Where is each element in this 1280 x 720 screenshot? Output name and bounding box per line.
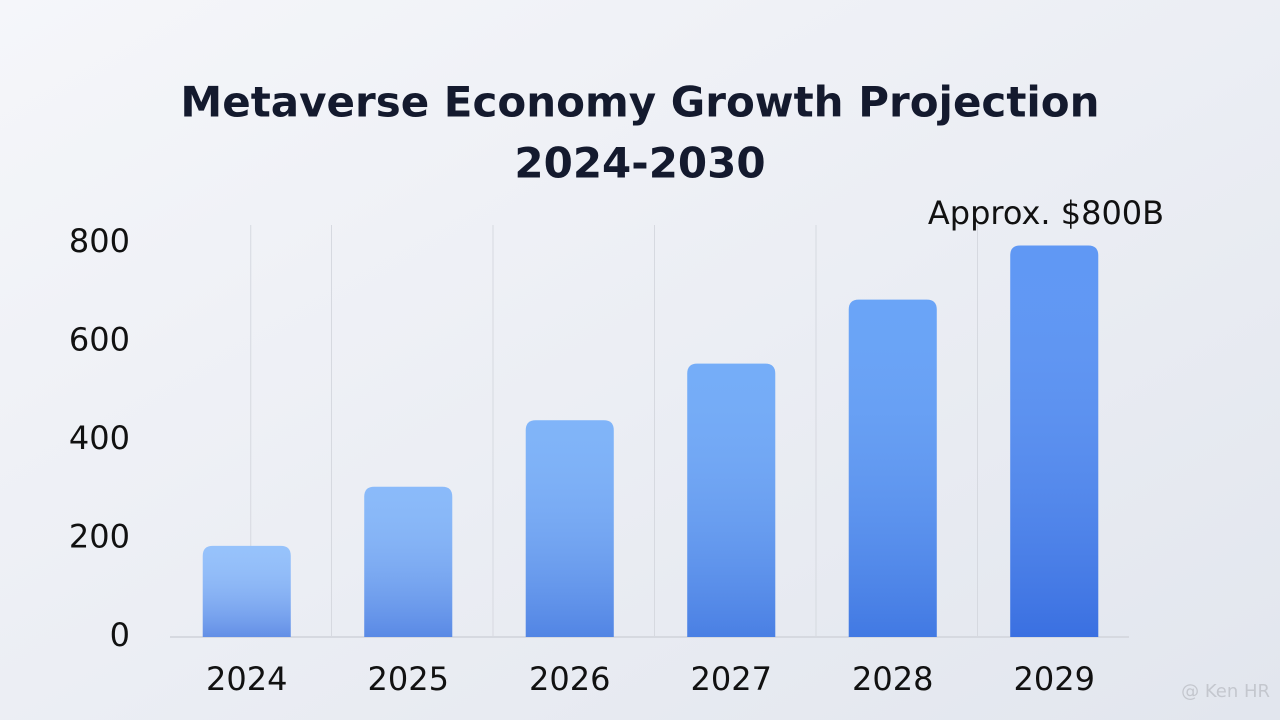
y-tick-label: 400 bbox=[69, 419, 130, 457]
bar-shade bbox=[1010, 245, 1099, 637]
bar-shade bbox=[202, 545, 291, 637]
bar-shade bbox=[364, 486, 453, 637]
y-tick-label: 600 bbox=[69, 321, 130, 359]
watermark: @ Ken HR bbox=[1181, 681, 1270, 702]
chart-title: Metaverse Economy Growth Projection bbox=[180, 78, 1099, 127]
x-tick-label: 2029 bbox=[1014, 660, 1095, 698]
y-tick-label: 800 bbox=[69, 222, 130, 260]
x-tick-label: 2025 bbox=[368, 660, 449, 698]
bar-shade bbox=[848, 299, 937, 637]
x-tick-label: 2024 bbox=[206, 660, 287, 698]
y-tick-label: 0 bbox=[110, 616, 130, 654]
y-tick-label: 200 bbox=[69, 518, 130, 556]
bar-shade bbox=[687, 363, 776, 637]
chart-title: 2024-2030 bbox=[514, 139, 765, 188]
annotation: Approx. $800B bbox=[928, 194, 1164, 232]
bar-shade bbox=[525, 420, 614, 637]
x-tick-label: 2027 bbox=[691, 660, 772, 698]
x-tick-label: 2028 bbox=[852, 660, 933, 698]
x-tick-label: 2026 bbox=[529, 660, 610, 698]
